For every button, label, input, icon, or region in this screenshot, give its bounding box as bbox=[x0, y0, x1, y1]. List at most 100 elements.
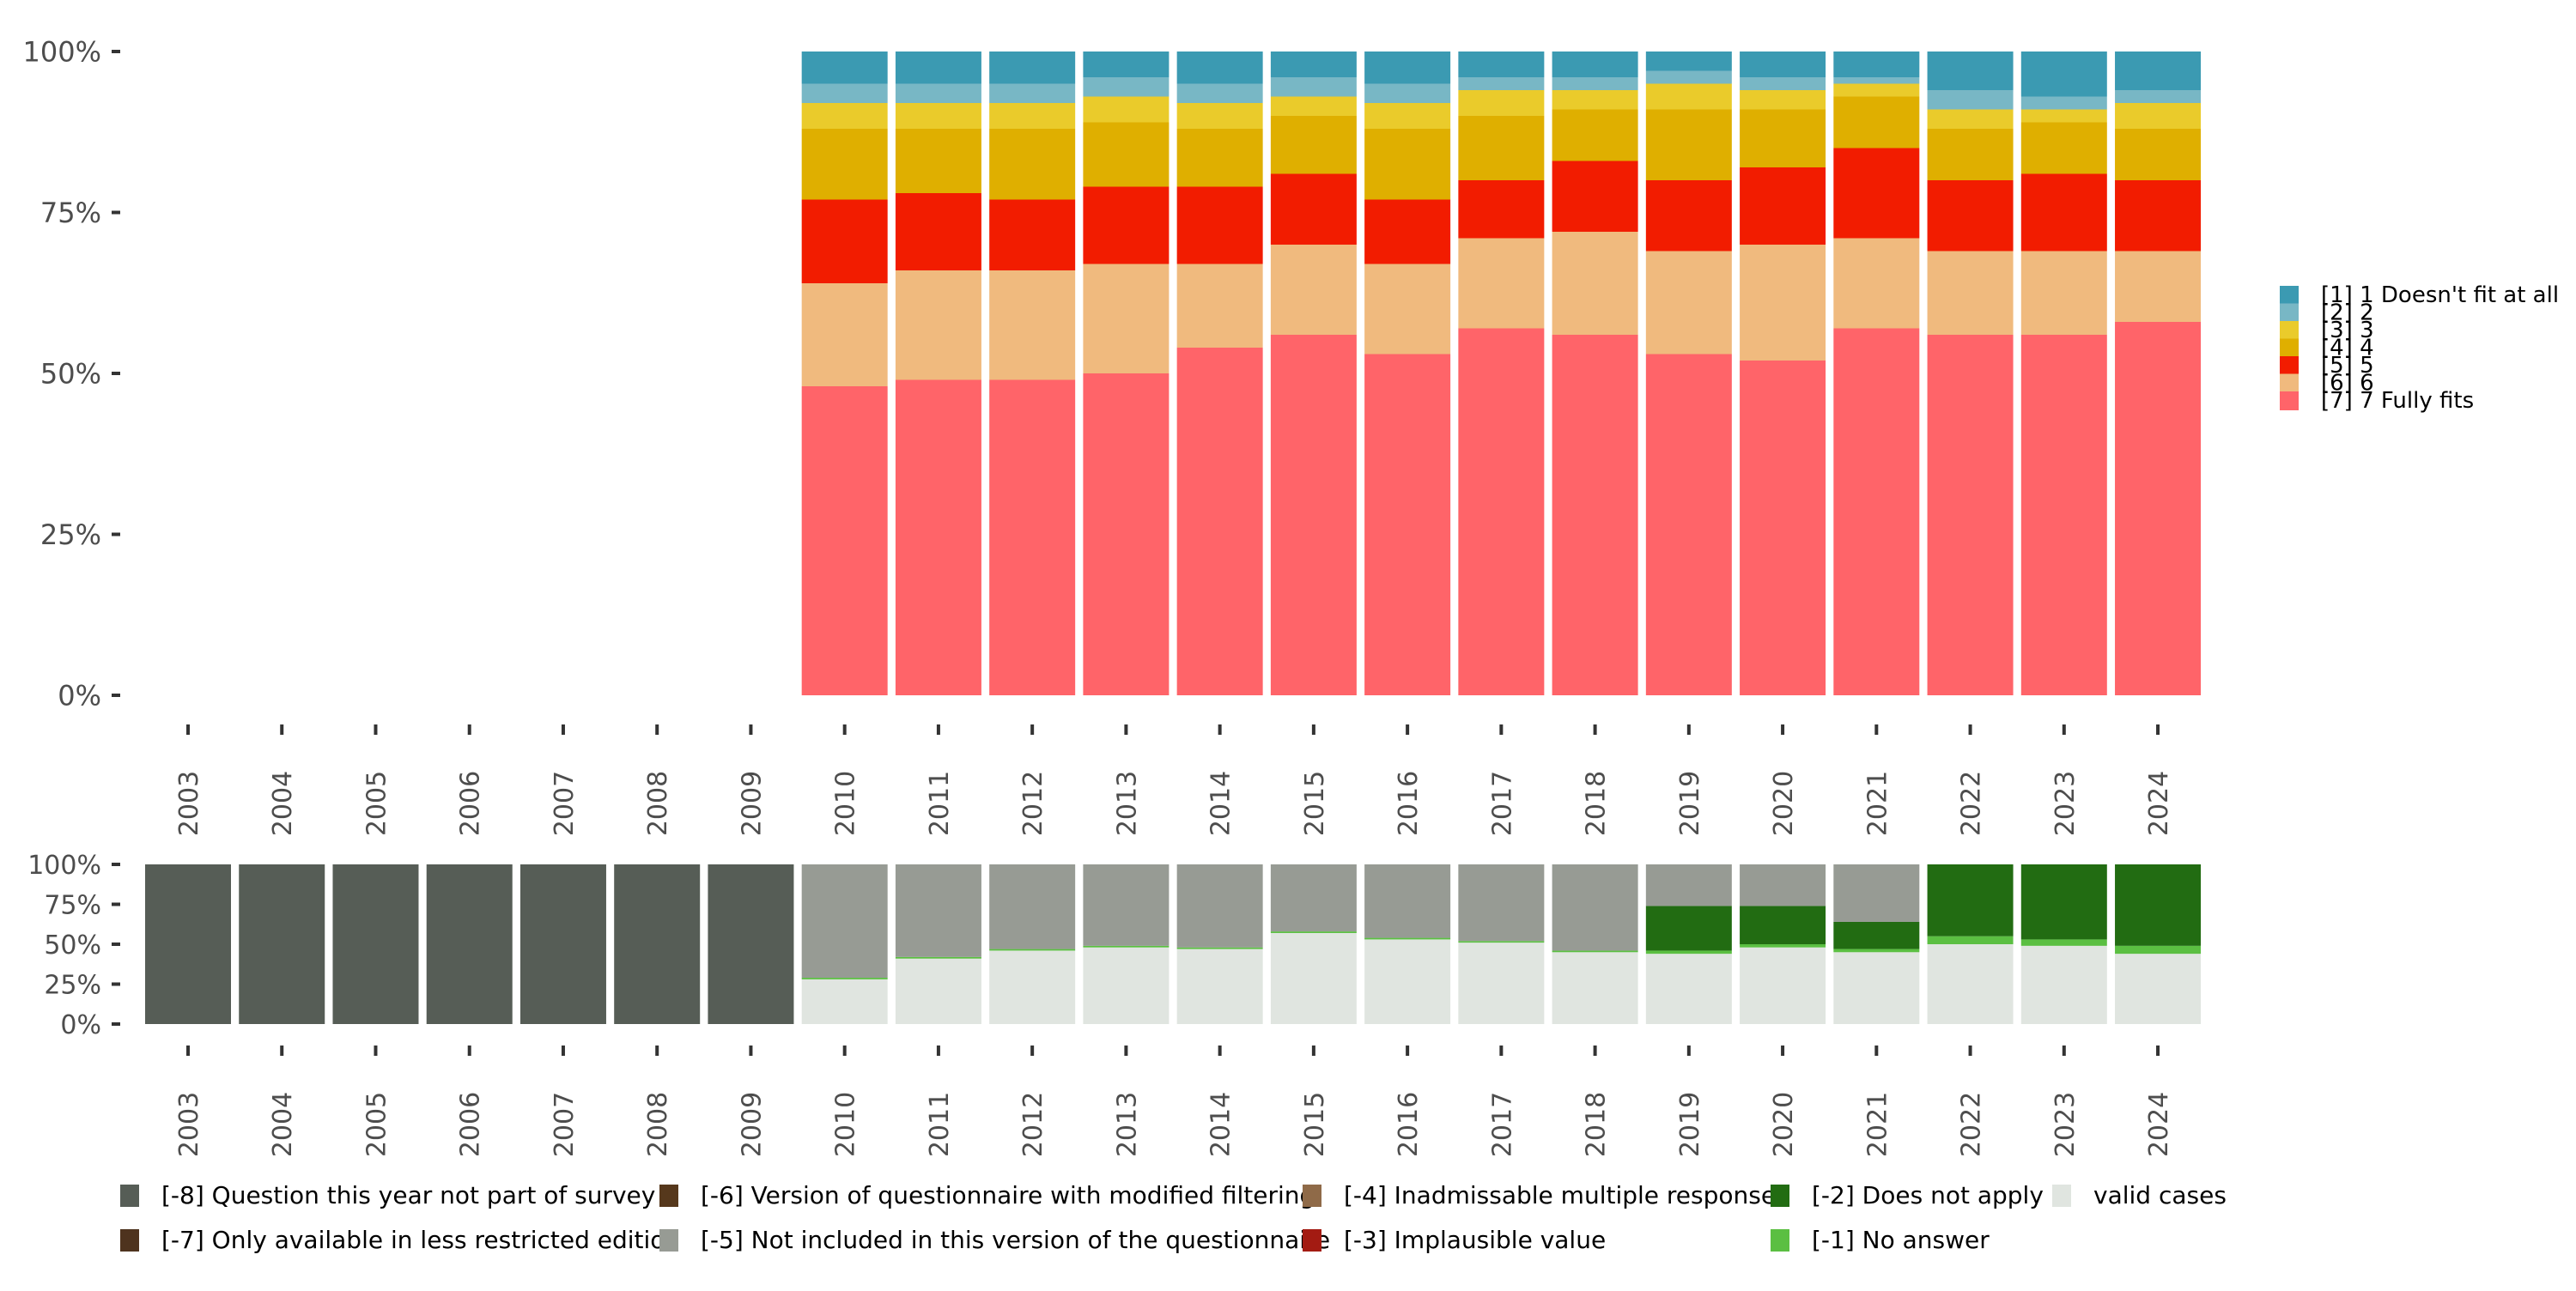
bar-segment bbox=[1083, 122, 1170, 187]
legend-label: [2] 2 bbox=[2321, 300, 2374, 326]
bar-segment bbox=[1458, 116, 1545, 180]
bar-segment bbox=[1083, 52, 1170, 77]
bar-segment bbox=[2115, 322, 2202, 695]
legend-label: [1] 1 Doesn't fit at all bbox=[2321, 282, 2559, 308]
bar-segment bbox=[895, 193, 981, 270]
y-tick-label: 25% bbox=[40, 518, 101, 551]
bar-segment bbox=[1552, 52, 1638, 77]
x-tick-label: 2009 bbox=[737, 771, 767, 836]
bar-segment bbox=[1364, 264, 1451, 355]
x-tick-label: 2004 bbox=[268, 1092, 298, 1157]
bar-segment bbox=[2020, 945, 2107, 1024]
bar-segment bbox=[1645, 954, 1732, 1024]
bar-segment bbox=[332, 864, 419, 1024]
y-tick-label: 100% bbox=[27, 851, 101, 881]
bar-segment bbox=[1645, 950, 1732, 955]
bar-segment bbox=[1176, 52, 1263, 84]
legend-swatch bbox=[2280, 303, 2299, 323]
bar-segment bbox=[145, 864, 231, 1024]
legend-label: [3] 3 bbox=[2321, 318, 2374, 343]
bar-segment bbox=[1270, 245, 1357, 335]
bar-segment bbox=[801, 52, 888, 84]
bar-segment bbox=[1645, 83, 1732, 110]
x-tick-label: 2021 bbox=[1862, 771, 1893, 836]
y-tick-label: 75% bbox=[40, 197, 101, 229]
bar-segment bbox=[1176, 186, 1263, 264]
legend-label: [6] 6 bbox=[2321, 371, 2374, 397]
y-tick-label: 25% bbox=[44, 970, 101, 1000]
bar-segment bbox=[801, 978, 888, 979]
x-tick-label: 2017 bbox=[1487, 1092, 1517, 1157]
x-tick-label: 2019 bbox=[1675, 771, 1705, 836]
y-tick-label: 75% bbox=[44, 890, 101, 920]
bar-segment bbox=[1458, 941, 1545, 943]
bar-segment bbox=[801, 129, 888, 200]
legend-swatch bbox=[1771, 1229, 1789, 1252]
x-tick-label: 2020 bbox=[1769, 771, 1799, 836]
legend-swatch bbox=[2280, 286, 2299, 305]
legend-swatch bbox=[659, 1229, 678, 1252]
bar-segment bbox=[1083, 947, 1170, 1024]
bar-segment bbox=[1270, 52, 1357, 77]
legend-label: [-8] Question this year not part of surv… bbox=[161, 1181, 655, 1209]
legend-label: [7] 7 Fully fits bbox=[2321, 388, 2474, 414]
legend-swatch bbox=[659, 1185, 678, 1207]
bar-segment bbox=[1552, 335, 1638, 695]
legend-swatch bbox=[2280, 321, 2299, 340]
y-tick-label: 50% bbox=[44, 930, 101, 961]
x-tick-label: 2017 bbox=[1487, 771, 1517, 836]
bar-segment bbox=[2020, 173, 2107, 252]
bar-segment bbox=[1552, 77, 1638, 90]
bar-segment bbox=[989, 379, 1076, 695]
bar-segment bbox=[1552, 109, 1638, 161]
bar-segment bbox=[1364, 354, 1451, 695]
bar-segment bbox=[426, 864, 513, 1024]
bar-segment bbox=[895, 83, 981, 103]
bar-segment bbox=[519, 864, 606, 1024]
bar-segment bbox=[895, 379, 981, 695]
x-tick-label: 2007 bbox=[550, 1092, 580, 1157]
legend-label: [4] 4 bbox=[2321, 336, 2374, 361]
bar-segment bbox=[1833, 864, 1920, 922]
bar-segment bbox=[2115, 90, 2202, 103]
x-tick-label: 2008 bbox=[643, 1092, 673, 1157]
bar-segment bbox=[1740, 361, 1826, 695]
legend-swatch bbox=[2280, 391, 2299, 410]
bar-segment bbox=[1740, 864, 1826, 906]
legend-label: [-3] Implausible value bbox=[1344, 1226, 1606, 1254]
x-tick-label: 2011 bbox=[925, 771, 955, 836]
bar-segment bbox=[895, 52, 981, 84]
x-tick-label: 2014 bbox=[1206, 1092, 1236, 1157]
bar-segment bbox=[989, 864, 1076, 949]
bar-segment bbox=[1645, 109, 1732, 180]
bar-segment bbox=[801, 283, 888, 386]
bar-segment bbox=[1458, 77, 1545, 90]
x-tick-label: 2003 bbox=[174, 1092, 204, 1157]
bar-segment bbox=[1927, 864, 2014, 936]
bar-segment bbox=[801, 864, 888, 979]
bar-segment bbox=[1927, 180, 2014, 252]
bar-segment bbox=[2115, 945, 2202, 955]
x-tick-label: 2008 bbox=[643, 771, 673, 836]
bar-segment bbox=[895, 958, 981, 1024]
legend-label: valid cases bbox=[2093, 1181, 2227, 1209]
bar-segment bbox=[708, 864, 794, 1024]
bar-segment bbox=[1364, 83, 1451, 103]
bar-segment bbox=[1645, 180, 1732, 252]
bottom-panel-chart: 0% 25% 50% 75% 100% 2003 2004 2005 2006 2007 2008 2… bbox=[27, 851, 2202, 1157]
bar-segment bbox=[2020, 109, 2107, 123]
bar-segment bbox=[1364, 103, 1451, 129]
bar-segment bbox=[2115, 180, 2202, 252]
bar-segment bbox=[1833, 83, 1920, 97]
bar-segment bbox=[989, 83, 1076, 103]
legend-label: [-7] Only available in less restricted e… bbox=[161, 1226, 680, 1254]
bar-segment bbox=[239, 864, 325, 1024]
y-tick-label: 0% bbox=[60, 1010, 101, 1040]
bar-segment bbox=[895, 103, 981, 129]
bar-segment bbox=[1552, 232, 1638, 335]
bar-segment bbox=[1833, 52, 1920, 77]
bar-segment bbox=[1833, 949, 1920, 953]
x-tick-label: 2023 bbox=[2050, 1092, 2081, 1157]
bar-segment bbox=[1458, 90, 1545, 116]
